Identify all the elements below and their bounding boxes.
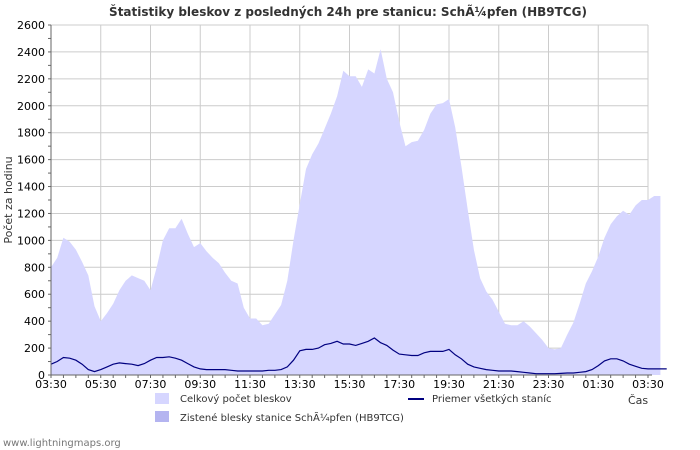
x-tick-label: 17:30 [383,378,415,391]
x-tick-label: 13:30 [284,378,316,391]
y-tick-label: 2200 [17,73,45,86]
x-tick-label: 11:30 [234,378,266,391]
y-tick-label: 1600 [17,154,45,167]
x-tick-label: 03:30 [35,378,67,391]
legend: Celkový počet bleskov Zistené blesky sta… [155,393,552,424]
legend-swatch-station [155,411,169,422]
y-tick-label: 1000 [17,234,45,247]
y-tick-label: 1400 [17,181,45,194]
x-tick-label: 19:30 [433,378,465,391]
x-tick-label: 03:30 [632,378,664,391]
x-axis-label: Čas [628,394,648,407]
source-link[interactable]: www.lightningmaps.org [3,438,121,449]
legend-label-station: Zistené blesky stanice SchÃ¼pfen (HB9TCG… [180,411,404,424]
y-tick-label: 800 [24,261,45,274]
y-tick-label: 2000 [17,100,45,113]
y-tick-label: 400 [24,315,45,328]
y-tick-label: 600 [24,288,45,301]
chart-title: Štatistiky bleskov z posledných 24h pre … [109,4,587,19]
x-tick-label: 23:30 [533,378,565,391]
x-tick-label: 05:30 [85,378,117,391]
x-tick-label: 09:30 [184,378,216,391]
y-tick-label: 200 [24,342,45,355]
legend-swatch-total [155,393,169,404]
x-tick-label: 15:30 [334,378,366,391]
plot-area [50,49,667,375]
y-tick-labels: 0 200 400 600 800 1000 1200 1400 1600 1800 2000 220… [17,19,45,382]
x-tick-label: 01:30 [582,378,614,391]
x-tick-label: 07:30 [135,378,167,391]
x-tick-labels: 03:30 05:30 07:30 09:30 11:30 13:30 15:30 17:30… [35,378,664,391]
y-axis-label: Počet za hodinu [2,156,15,243]
legend-label-average: Priemer všetkých staníc [432,393,552,405]
x-tick-label: 21:30 [483,378,515,391]
y-tick-label: 1800 [17,127,45,140]
series-area-0 [51,49,661,375]
y-tick-label: 0 [38,369,45,382]
legend-label-total: Celkový počet bleskov [180,393,292,405]
series-line-2 [50,337,667,375]
axes [48,24,652,378]
y-tick-label: 2600 [17,19,45,32]
y-tick-label: 2400 [17,46,45,59]
y-tick-label: 1200 [17,207,45,220]
